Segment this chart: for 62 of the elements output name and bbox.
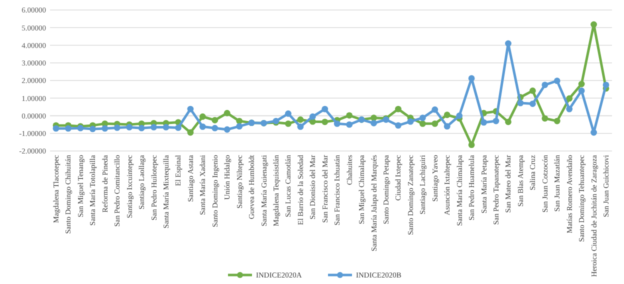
point [566,95,573,102]
point [297,116,304,123]
point [285,120,292,127]
point [505,40,512,47]
point [432,106,438,113]
point [444,123,450,130]
point [309,113,316,120]
point [554,78,560,84]
point [322,118,328,126]
point [590,21,597,28]
point [126,124,133,130]
point [542,115,548,122]
point [590,129,597,136]
point [199,123,206,130]
point [578,88,585,94]
point [199,113,206,120]
point [297,123,304,130]
point [102,125,108,132]
point [395,106,402,112]
point [444,112,450,118]
point [370,114,377,122]
point [187,106,194,112]
point [52,125,60,132]
point [150,124,157,130]
point [419,120,426,127]
point [89,126,96,132]
point [468,75,475,82]
point [432,120,438,127]
point [322,106,328,112]
point [346,121,353,128]
point [224,110,230,116]
point [187,129,194,136]
point [285,110,292,117]
point [212,116,218,124]
point [505,118,512,126]
point [542,82,548,88]
point [419,114,426,122]
point [395,122,402,129]
point [407,118,414,125]
point [236,123,243,130]
point [370,120,377,126]
point [334,120,340,127]
point [65,125,72,132]
point [212,124,218,132]
point [468,142,475,148]
point [236,118,243,124]
point [175,124,182,131]
point [114,124,120,131]
point [346,112,353,119]
point [492,118,500,124]
point [529,88,536,94]
point [554,118,560,124]
point [480,119,487,126]
point [224,126,230,133]
point [602,82,610,88]
point [456,112,463,119]
point [566,106,573,112]
point [162,124,170,130]
point [517,100,524,106]
point [138,124,145,132]
point [578,80,585,88]
point [529,100,536,107]
